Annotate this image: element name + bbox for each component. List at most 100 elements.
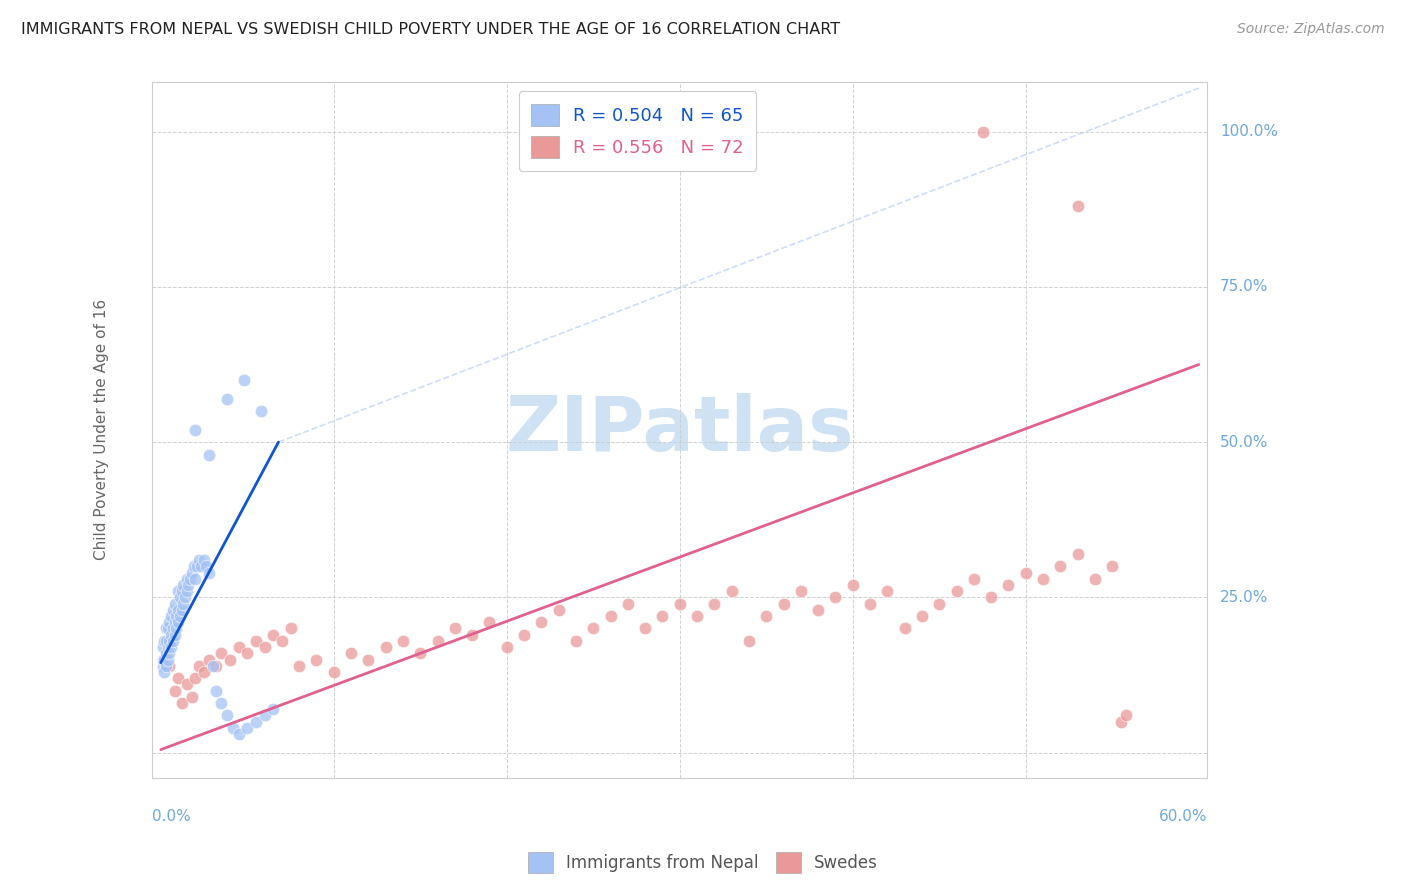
Point: [980, 591, 1002, 605]
Point: [184, 423, 207, 437]
Point: [340, 646, 363, 660]
Point: [1015, 566, 1038, 580]
Point: [972, 125, 994, 139]
Point: [162, 634, 184, 648]
Point: [165, 609, 187, 624]
Point: [911, 609, 934, 624]
Point: [859, 597, 882, 611]
Point: [193, 665, 215, 679]
Point: [198, 566, 221, 580]
Point: [250, 404, 273, 418]
Point: [169, 609, 191, 624]
Point: [270, 634, 292, 648]
Point: [167, 584, 190, 599]
Point: [172, 578, 194, 592]
Point: [155, 634, 177, 648]
Point: [215, 392, 238, 406]
Point: [392, 634, 415, 648]
Point: [156, 652, 179, 666]
Point: [155, 622, 177, 636]
Point: [167, 603, 190, 617]
Point: [170, 584, 193, 599]
Point: [374, 640, 396, 654]
Point: [181, 690, 204, 704]
Point: [167, 671, 190, 685]
Point: [893, 622, 915, 636]
Text: Child Poverty Under the Age of 16: Child Poverty Under the Age of 16: [94, 299, 110, 560]
Point: [461, 628, 484, 642]
Point: [159, 615, 181, 630]
Point: [163, 615, 186, 630]
Text: IMMIGRANTS FROM NEPAL VS SWEDISH CHILD POVERTY UNDER THE AGE OF 16 CORRELATION C: IMMIGRANTS FROM NEPAL VS SWEDISH CHILD P…: [21, 22, 841, 37]
Point: [160, 628, 183, 642]
Point: [176, 572, 198, 586]
Point: [179, 572, 201, 586]
Point: [184, 572, 207, 586]
Point: [288, 658, 311, 673]
Point: [426, 634, 449, 648]
Point: [176, 677, 198, 691]
Point: [222, 721, 245, 735]
Point: [720, 584, 742, 599]
Point: [177, 578, 200, 592]
Point: [184, 671, 207, 685]
Point: [530, 615, 553, 630]
Point: [219, 652, 242, 666]
Point: [686, 609, 709, 624]
Point: [842, 578, 865, 592]
Point: [169, 591, 191, 605]
Text: 0.0%: 0.0%: [152, 809, 191, 824]
Point: [1066, 199, 1088, 213]
Point: [703, 597, 725, 611]
Point: [253, 708, 276, 723]
Point: [181, 566, 204, 580]
Text: 50.0%: 50.0%: [1220, 434, 1268, 450]
Point: [659, 125, 682, 139]
Point: [599, 609, 621, 624]
Point: [205, 683, 228, 698]
Point: [280, 622, 302, 636]
Point: [201, 658, 224, 673]
Point: [162, 603, 184, 617]
Point: [170, 696, 193, 710]
Point: [152, 640, 174, 654]
Point: [155, 658, 177, 673]
Point: [159, 634, 181, 648]
Point: [194, 559, 217, 574]
Point: [156, 640, 179, 654]
Point: [444, 622, 467, 636]
Point: [245, 634, 267, 648]
Point: [668, 597, 690, 611]
Point: [159, 658, 181, 673]
Point: [198, 448, 221, 462]
Point: [1101, 559, 1123, 574]
Point: [163, 628, 186, 642]
Point: [755, 609, 778, 624]
Point: [565, 634, 588, 648]
Point: [170, 603, 193, 617]
Point: [160, 640, 183, 654]
Point: [253, 640, 276, 654]
Point: [547, 603, 569, 617]
Point: [262, 702, 284, 716]
Point: [1084, 572, 1107, 586]
Legend: Immigrants from Nepal, Swedes: Immigrants from Nepal, Swedes: [522, 846, 884, 880]
Point: [187, 658, 209, 673]
Point: [160, 609, 183, 624]
Point: [153, 652, 176, 666]
Point: [198, 652, 221, 666]
Point: [262, 628, 284, 642]
Point: [495, 640, 517, 654]
Point: [172, 597, 194, 611]
Point: [186, 559, 208, 574]
Point: [153, 665, 176, 679]
Point: [163, 683, 186, 698]
Point: [165, 622, 187, 636]
Text: 100.0%: 100.0%: [1220, 124, 1278, 139]
Point: [152, 652, 174, 666]
Point: [1032, 572, 1054, 586]
Point: [1049, 559, 1071, 574]
Point: [228, 727, 250, 741]
Point: [1109, 714, 1132, 729]
Point: [174, 591, 197, 605]
